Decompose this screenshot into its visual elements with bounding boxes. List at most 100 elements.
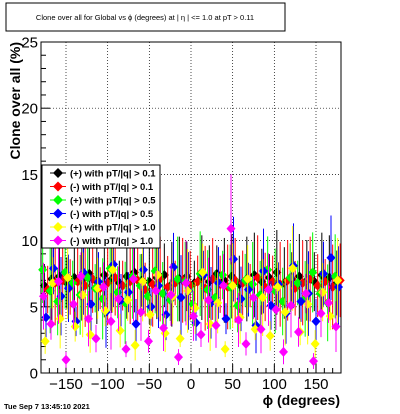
data-point <box>100 305 110 316</box>
legend-marker <box>53 195 63 205</box>
data-point <box>130 340 140 351</box>
data-point <box>131 319 141 330</box>
data-point <box>39 291 48 302</box>
data-point <box>106 316 116 327</box>
data-point <box>333 275 343 286</box>
data-point <box>219 280 228 291</box>
data-point <box>211 320 221 331</box>
data-point <box>63 272 73 283</box>
data-point <box>234 315 243 326</box>
y-tick-label: 5 <box>30 299 38 316</box>
axes: 0 5 10 15 20 25 −150 −100 −50 0 50 100 150 <box>21 35 334 393</box>
data-point <box>61 354 71 365</box>
data-point <box>144 336 153 347</box>
data-point <box>311 316 321 327</box>
data-point <box>249 270 259 281</box>
data-point <box>280 307 290 318</box>
data-point <box>205 319 215 330</box>
x-tick-label: 0 <box>187 376 195 393</box>
data-point <box>146 301 156 312</box>
y-tick-label: 10 <box>21 233 38 250</box>
data-point <box>220 344 230 355</box>
title-box <box>5 2 286 32</box>
x-axis-label: ϕ (degrees) <box>263 392 340 408</box>
data-point <box>183 285 193 296</box>
x-tick-label: 150 <box>303 376 328 393</box>
data-point <box>324 297 333 308</box>
data-point <box>175 333 185 344</box>
legend-label: (+) with pT/|q| > 0.5 <box>70 196 156 207</box>
data-point <box>271 304 281 315</box>
data-point <box>38 264 48 275</box>
data-point <box>190 303 200 314</box>
legend-label: (-) with pT/|q| > 0.1 <box>70 182 154 193</box>
data-point <box>69 299 78 310</box>
data-point <box>303 299 313 310</box>
data-point <box>264 284 273 295</box>
data-point <box>286 300 296 311</box>
data-point <box>115 325 125 336</box>
data-point <box>319 268 328 279</box>
data-point <box>259 266 268 277</box>
data-point <box>288 263 298 274</box>
data-point <box>121 344 131 355</box>
data-point <box>54 276 63 287</box>
data-point <box>273 281 283 292</box>
legend-marker <box>53 235 63 246</box>
chart-title: Clone over all for Global vs ϕ (degrees)… <box>36 13 254 22</box>
data-point <box>318 287 328 298</box>
data-point <box>244 284 253 295</box>
data-point <box>181 277 191 288</box>
data-point <box>331 321 341 332</box>
data-point <box>145 309 155 320</box>
data-point <box>123 295 133 306</box>
data-point <box>326 252 336 263</box>
data-point <box>308 267 318 278</box>
data-point <box>334 281 343 292</box>
data-point <box>256 324 266 335</box>
data-point <box>159 322 168 333</box>
legend-marker <box>53 222 63 232</box>
data-point <box>173 273 183 284</box>
data-point <box>293 277 303 288</box>
legend-label: (+) with pT/|q| > 1.0 <box>70 223 156 234</box>
legend-label: (-) with pT/|q| > 0.5 <box>70 209 154 220</box>
data-point <box>129 273 138 284</box>
data-point <box>166 289 176 300</box>
data-point <box>136 307 146 318</box>
data-point <box>138 276 148 287</box>
data-point <box>99 281 108 292</box>
data-point <box>49 263 58 274</box>
legend-marker <box>53 181 63 192</box>
data-point <box>113 287 123 298</box>
data-point <box>294 326 303 337</box>
data-point <box>108 264 118 275</box>
legend-label: (-) with pT/|q| > 1.0 <box>70 236 153 247</box>
data-point <box>213 297 223 308</box>
data-point <box>250 324 260 335</box>
data-point <box>85 329 95 340</box>
x-tick-label: −150 <box>49 376 83 393</box>
data-point <box>272 267 282 278</box>
data-point <box>301 288 311 299</box>
data-points <box>38 174 345 370</box>
data-point <box>228 280 238 291</box>
legend: (+) with pT/|q| > 0.1 (-) with pT/|q| > 0… <box>41 164 161 249</box>
data-point <box>70 321 80 332</box>
x-tick-label: 100 <box>262 376 287 393</box>
data-point <box>55 313 65 324</box>
legend-marker <box>53 208 63 219</box>
data-point <box>325 311 335 322</box>
x-tick-label: −50 <box>137 376 162 393</box>
data-point <box>316 308 326 319</box>
data-point <box>243 273 253 284</box>
data-point <box>48 277 58 288</box>
data-point <box>151 285 161 296</box>
data-point <box>124 287 133 298</box>
data-point <box>84 313 93 324</box>
data-point <box>310 338 320 349</box>
data-point <box>174 352 183 363</box>
x-tick-label: −100 <box>91 376 125 393</box>
y-tick-label: 20 <box>21 101 38 118</box>
